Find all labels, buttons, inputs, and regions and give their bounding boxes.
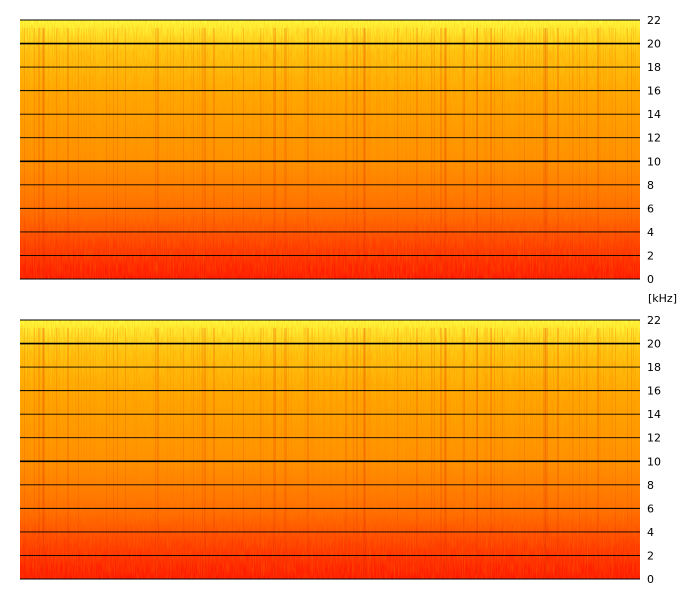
- y-tick-label-18: 18: [647, 61, 661, 74]
- y-tick-label-2: 2: [647, 549, 654, 562]
- y-tick-label-22: 22: [647, 314, 661, 327]
- y-tick-label-2: 2: [647, 249, 654, 262]
- y-tick-label-8: 8: [647, 479, 654, 492]
- spectrogram-noise: [20, 20, 640, 279]
- y-tick-label-10: 10: [647, 455, 661, 468]
- y-tick-label-12: 12: [647, 132, 661, 145]
- y-tick-label-14: 14: [647, 108, 661, 121]
- y-tick-label-14: 14: [647, 408, 661, 421]
- y-tick-label-16: 16: [647, 385, 661, 398]
- y-tick-label-0: 0: [647, 573, 654, 586]
- y-tick-label-0: 0: [647, 273, 654, 286]
- y-tick-label-16: 16: [647, 85, 661, 98]
- y-tick-label-4: 4: [647, 526, 654, 539]
- spectrogram-panel-bottom: 0 2 4 6 8 10 12 14 16 18 20 22: [20, 314, 661, 586]
- y-tick-label-20: 20: [647, 338, 661, 351]
- y-tick-label-8: 8: [647, 179, 654, 192]
- y-tick-label-22: 22: [647, 14, 661, 27]
- spectrogram-panel-top: 0 2 4 6 8 10 12 14 16 18 20 22: [20, 14, 661, 286]
- frequency-unit-label: [kHz]: [648, 292, 677, 305]
- y-tick-label-18: 18: [647, 361, 661, 374]
- y-tick-label-4: 4: [647, 226, 654, 239]
- y-tick-label-20: 20: [647, 38, 661, 51]
- spectrogram-noise: [20, 320, 640, 579]
- y-tick-label-10: 10: [647, 155, 661, 168]
- y-tick-label-12: 12: [647, 432, 661, 445]
- y-tick-label-6: 6: [647, 502, 654, 515]
- y-tick-label-6: 6: [647, 202, 654, 215]
